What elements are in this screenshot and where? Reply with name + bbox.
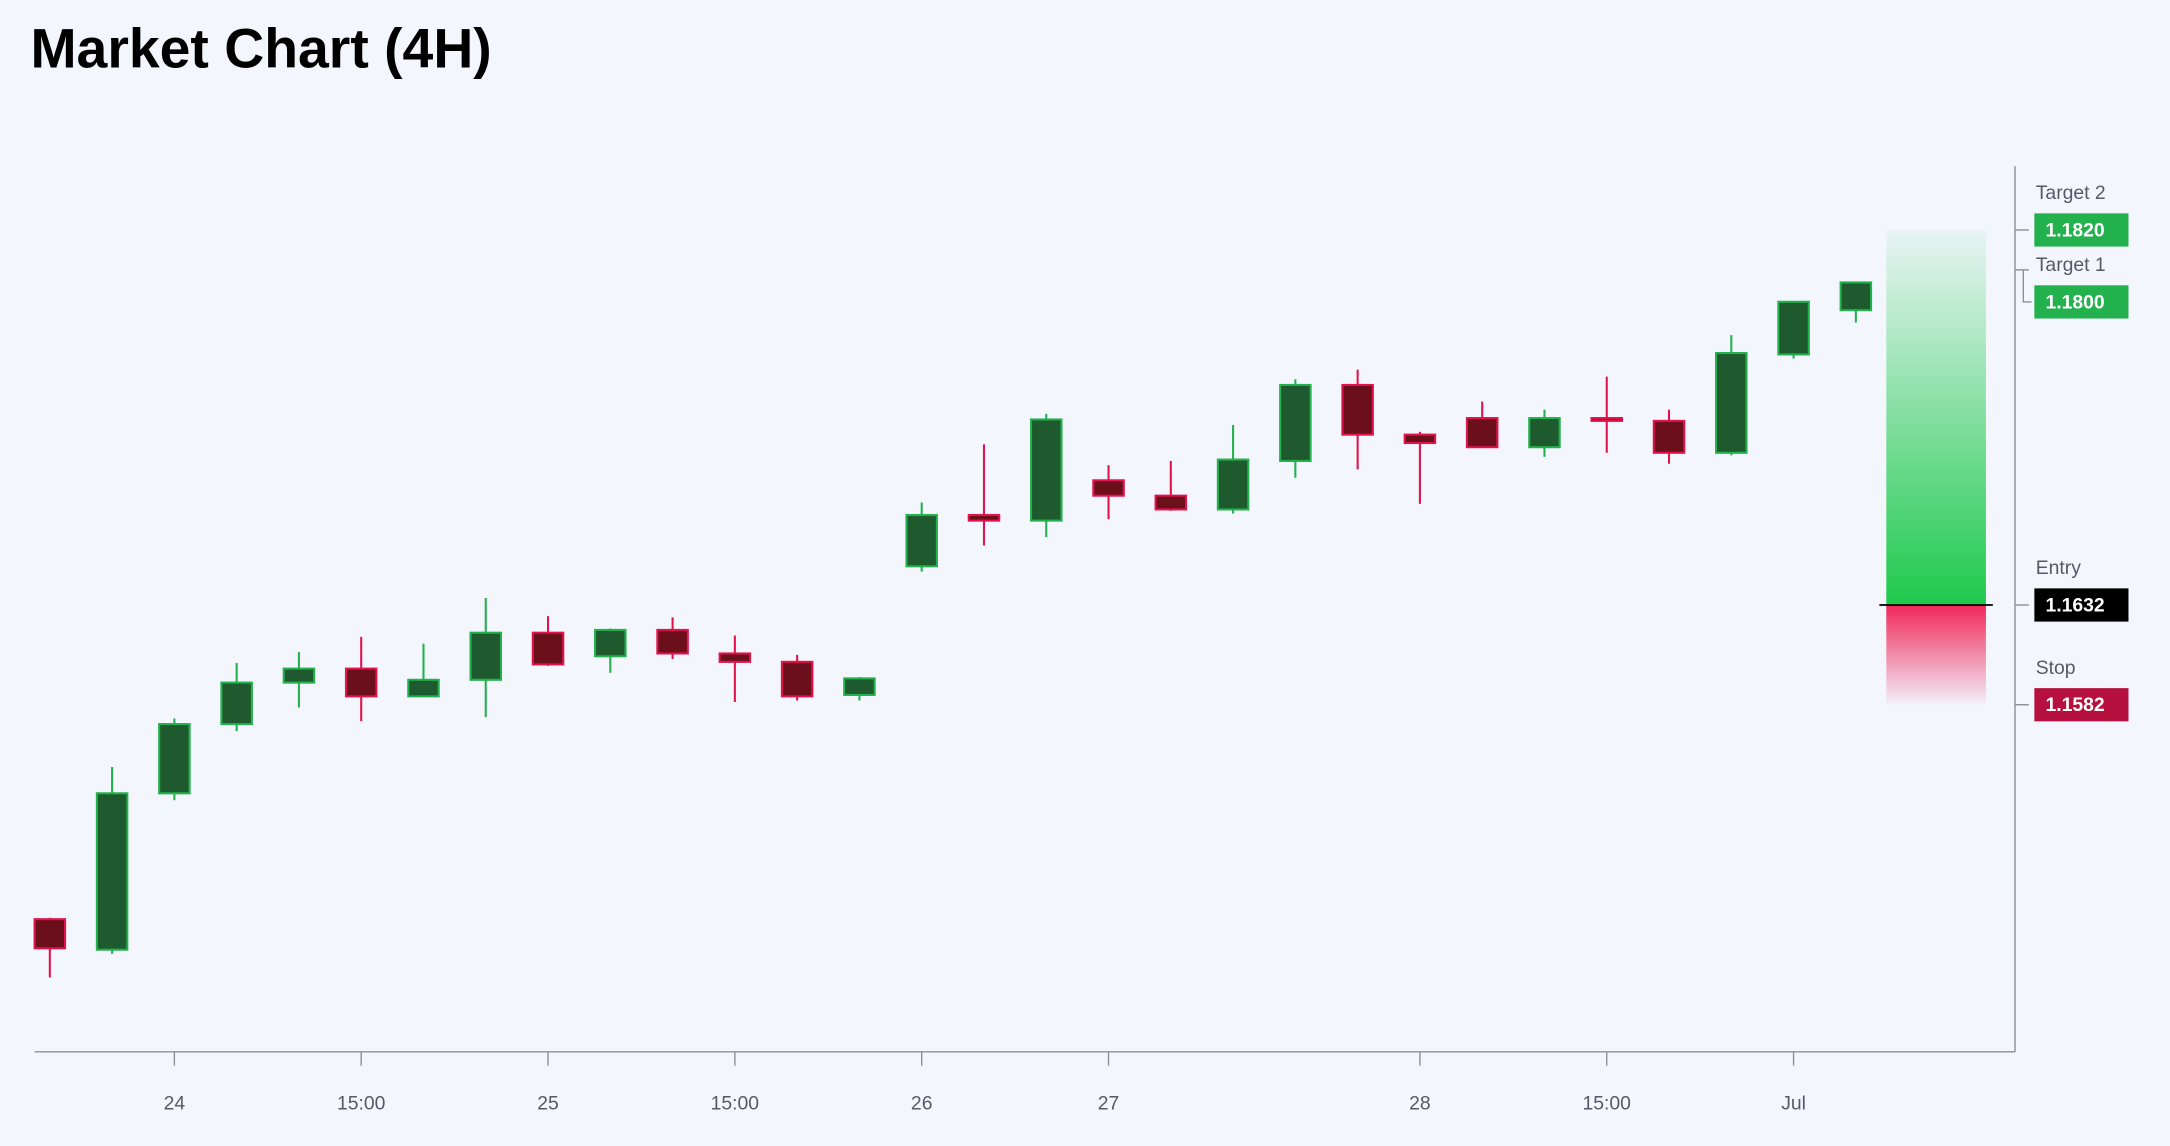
x-tick-label: 15:00 (337, 1093, 386, 1115)
candle-body (1341, 383, 1374, 436)
level-badge (2034, 213, 2129, 247)
candle-body (594, 628, 627, 658)
candle-body (718, 652, 752, 663)
x-tick-label: 15:00 (1583, 1093, 1632, 1115)
candle-body (780, 660, 814, 698)
loss-zone (1886, 604, 1986, 705)
candle-body (1715, 352, 1748, 454)
candle-body (967, 513, 1001, 522)
level-badge (2034, 588, 2129, 622)
x-tick-label: Jul (1781, 1093, 1806, 1115)
candle-body (1279, 383, 1312, 463)
x-tick-label: 26 (911, 1093, 933, 1115)
candle-body (344, 667, 378, 698)
x-tick-label: 25 (537, 1093, 559, 1115)
candle-body (158, 723, 191, 795)
chart-title: Market Chart (4H) (30, 17, 491, 79)
candle-body (407, 678, 440, 698)
candle-body (531, 631, 565, 666)
profit-zone (1886, 229, 1986, 605)
candle-body (1777, 300, 1810, 356)
candle-body (1092, 479, 1125, 497)
level-value: 1.1632 (2045, 594, 2104, 616)
candle-body (1839, 281, 1873, 312)
level-badge (2034, 688, 2129, 722)
candle-body (95, 792, 129, 951)
x-tick-label: 28 (1409, 1093, 1431, 1115)
candle-body (843, 677, 876, 696)
candle-body (282, 667, 316, 684)
level-value: 1.1582 (2045, 694, 2104, 716)
x-tick-label: 15:00 (711, 1093, 760, 1115)
level-name: Target 2 (2036, 182, 2106, 204)
candle-body (33, 918, 67, 950)
candle-body (1216, 458, 1250, 511)
level-connector (2022, 269, 2032, 303)
candle-body (469, 631, 503, 681)
candle-body (656, 628, 689, 655)
x-tick-label: 27 (1098, 1093, 1120, 1115)
level-name: Entry (2036, 557, 2082, 579)
level-name: Stop (2036, 657, 2076, 679)
x-tick-label: 24 (164, 1093, 186, 1115)
candle-body (905, 513, 938, 568)
candle-body (1029, 418, 1063, 522)
level-value: 1.1800 (2045, 291, 2104, 313)
level-badge (2034, 285, 2129, 319)
candle-body (1590, 417, 1624, 422)
candle-body (1154, 494, 1188, 511)
candle-body (220, 681, 253, 726)
level-name: Target 1 (2036, 254, 2106, 276)
candle-body (1652, 419, 1686, 454)
candle-body (1403, 433, 1437, 445)
candle-body (1528, 417, 1561, 449)
level-value: 1.1820 (2045, 219, 2104, 241)
candle-body (1465, 417, 1499, 449)
